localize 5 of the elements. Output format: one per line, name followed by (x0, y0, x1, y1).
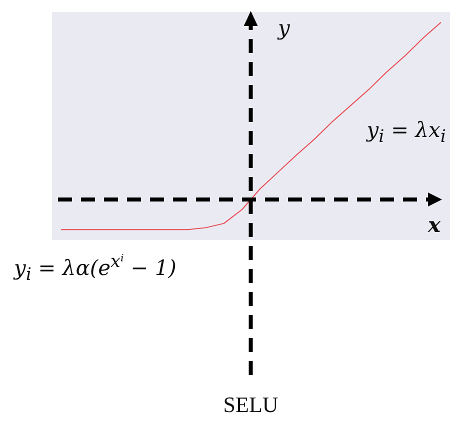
text: SELU (222, 392, 280, 418)
text: y$_{i}$ = λα(e$^{xⁱ}$ − 1) (14, 252, 176, 286)
y-axis-title: y (278, 16, 290, 40)
annotation: y$_{i}$ = λx$_{i}$ (366, 118, 446, 148)
x-axis-title: x (428, 212, 441, 237)
